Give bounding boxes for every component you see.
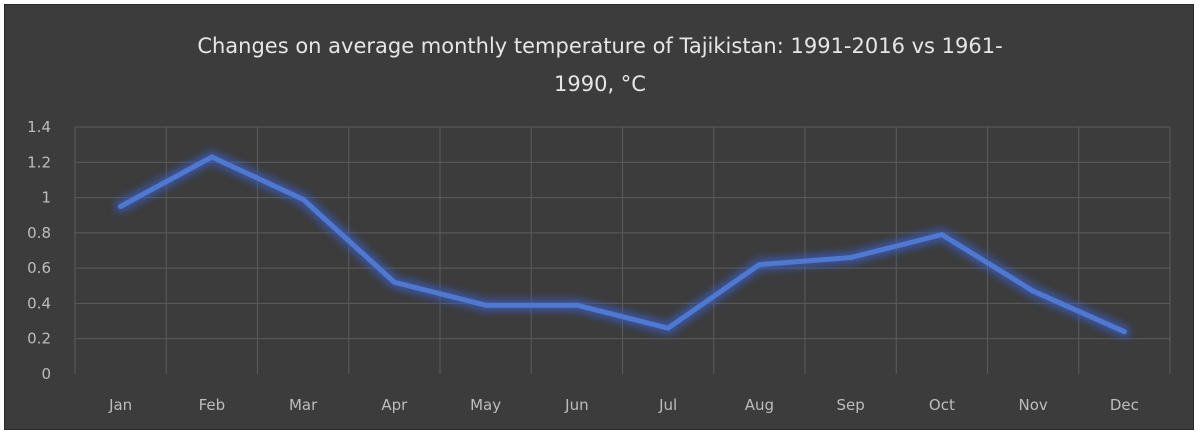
y-tick-label: 0.6: [27, 259, 51, 277]
data-point-mar: [300, 196, 306, 202]
x-tick-label: Mar: [289, 396, 318, 414]
x-axis-ticks: Jan Feb Mar Apr May Jun Jul Aug Sep Oct Nov Dec: [108, 396, 1139, 414]
y-tick-label: 0.8: [27, 224, 51, 242]
y-tick-label: 1.2: [27, 153, 51, 171]
y-tick-label: 1.4: [27, 118, 51, 136]
y-tick-label: 0: [41, 365, 51, 383]
line-chart: Changes on average monthly temperature o…: [27, 34, 1171, 414]
x-tick-label: Oct: [929, 396, 955, 414]
data-point-sep: [848, 255, 854, 261]
series-layer: [114, 150, 1131, 338]
x-tick-label: Feb: [199, 396, 226, 414]
y-tick-label: 1: [41, 189, 51, 207]
data-point-jan: [118, 203, 124, 209]
chart-title-line-2: 1990, °C: [554, 72, 646, 96]
x-tick-label: Nov: [1018, 396, 1047, 414]
x-tick-label: Dec: [1110, 396, 1139, 414]
data-point-jul: [665, 325, 671, 331]
y-tick-label: 0.2: [27, 330, 51, 348]
series-line: [118, 154, 1127, 335]
data-point-aug: [756, 262, 762, 268]
x-tick-label: Sep: [836, 396, 864, 414]
data-point-oct: [939, 232, 945, 238]
y-tick-label: 0.4: [27, 294, 51, 312]
chart-frame: Changes on average monthly temperature o…: [4, 4, 1194, 430]
y-axis-ticks: 0 0.2 0.4 0.6 0.8 1 1.2 1.4: [27, 118, 51, 383]
chart-title-line-1: Changes on average monthly temperature o…: [197, 34, 1002, 58]
x-tick-label: Jul: [658, 396, 677, 414]
data-point-feb: [209, 154, 215, 160]
data-point-jun: [574, 302, 580, 308]
x-tick-label: Jan: [108, 396, 132, 414]
data-point-nov: [1030, 288, 1036, 294]
grid-layer: [74, 126, 1171, 374]
x-tick-label: May: [470, 396, 501, 414]
data-point-dec: [1121, 329, 1127, 335]
data-point-may: [483, 302, 489, 308]
data-point-apr: [391, 279, 397, 285]
x-tick-label: Apr: [381, 396, 408, 414]
x-tick-label: Aug: [745, 396, 774, 414]
x-tick-label: Jun: [564, 396, 588, 414]
